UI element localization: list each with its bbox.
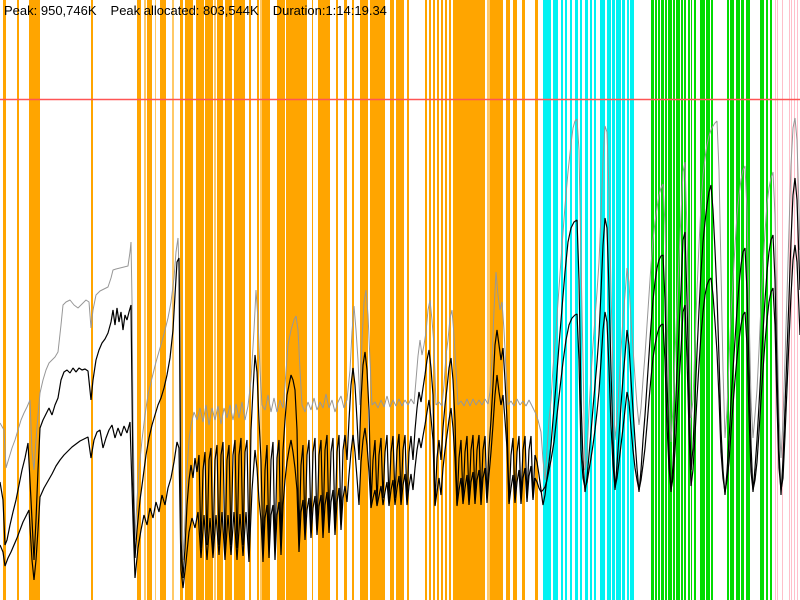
allocation-event-bar-orange — [160, 0, 166, 600]
allocation-event-bar-orange — [137, 0, 141, 600]
allocation-event-bar-orange — [396, 0, 404, 600]
allocation-event-bar-cyan — [632, 0, 634, 600]
allocation-event-bar-green — [706, 0, 710, 600]
allocation-event-bar-cyan — [600, 0, 605, 600]
allocation-event-bar-orange-light — [172, 0, 174, 600]
allocation-event-bar-green — [694, 0, 696, 600]
allocation-event-bar-orange-light — [260, 0, 262, 600]
peak-allocated-stat: Peak allocated: 803,544K — [110, 3, 259, 18]
black-upper-line — [0, 177, 800, 579]
allocation-event-bar-orange — [262, 0, 270, 600]
allocation-event-bar-orange — [390, 0, 394, 600]
allocation-event-bar-orange — [196, 0, 204, 600]
allocation-event-bar-green — [770, 0, 772, 600]
allocation-event-bar-cyan — [630, 0, 632, 600]
allocation-event-bar-orange — [344, 0, 347, 600]
allocation-event-bar-orange — [29, 0, 40, 600]
allocation-event-bar-green — [673, 0, 675, 600]
allocation-event-bar-orange — [277, 0, 285, 600]
allocation-event-bar-cyan — [570, 0, 572, 600]
allocation-event-bar-cyan — [590, 0, 592, 600]
allocation-event-bar-orange — [445, 0, 447, 600]
allocation-event-bar-cyan — [580, 0, 582, 600]
allocation-event-bar-orange — [407, 0, 409, 600]
allocation-event-bar-orange — [91, 0, 93, 600]
allocation-event-bar-orange — [370, 0, 385, 600]
allocation-event-bar-orange — [425, 0, 427, 600]
allocation-event-bar-green — [668, 0, 672, 600]
allocation-event-bar-green — [741, 0, 744, 600]
allocation-event-bar-orange — [490, 0, 503, 600]
marker-line-pink — [791, 0, 792, 600]
stats-header: Peak: 950,746K Peak allocated: 803,544K Du… — [4, 3, 401, 18]
allocation-event-bar-orange — [234, 0, 245, 600]
allocation-event-bar-orange — [225, 0, 232, 600]
marker-line-pink — [782, 0, 783, 600]
allocation-event-bar-green — [676, 0, 680, 600]
allocation-event-bar-cyan — [627, 0, 629, 600]
allocation-event-bar-orange — [441, 0, 443, 600]
allocation-event-bar-orange — [180, 0, 183, 600]
allocation-event-bar-green — [700, 0, 705, 600]
allocation-event-bar-cyan — [543, 0, 551, 600]
allocation-event-bar-cyan — [612, 0, 615, 600]
allocation-event-bar-orange — [147, 0, 152, 600]
allocation-event-bar-orange — [455, 0, 485, 600]
allocation-event-bar-orange — [506, 0, 510, 600]
allocation-event-bar-orange — [433, 0, 435, 600]
allocation-event-bar-orange — [437, 0, 439, 600]
allocation-event-bar-cyan — [585, 0, 588, 600]
allocation-event-bar-cyan — [565, 0, 567, 600]
allocation-event-bar-green — [760, 0, 764, 600]
gray-peak-line — [0, 117, 800, 561]
allocation-event-bar-green — [658, 0, 660, 600]
allocation-event-bar-orange-light — [214, 0, 216, 600]
marker-line-pink — [777, 0, 778, 600]
marker-line-pink — [794, 0, 795, 600]
allocation-event-bar-orange — [449, 0, 451, 600]
allocation-event-bar-green — [691, 0, 692, 600]
allocation-event-bar-orange — [205, 0, 213, 600]
allocation-event-bar-green — [684, 0, 686, 600]
allocation-event-bar-orange — [3, 0, 6, 600]
allocation-event-bar-orange — [453, 0, 455, 600]
allocation-event-bar-orange — [17, 0, 19, 600]
allocation-event-bar-cyan — [553, 0, 558, 600]
allocation-event-bar-green — [661, 0, 664, 600]
allocation-event-bar-orange — [185, 0, 193, 600]
allocation-event-bar-orange-light — [487, 0, 490, 600]
allocation-event-bar-cyan — [616, 0, 621, 600]
allocation-event-bar-green — [655, 0, 657, 600]
allocation-event-bar-green — [665, 0, 667, 600]
allocation-event-bar-orange — [336, 0, 338, 600]
peak-stat: Peak: 950,746K — [4, 3, 97, 18]
allocation-event-bar-cyan — [594, 0, 596, 600]
allocation-event-bar-orange — [535, 0, 538, 600]
allocation-event-bar-green — [681, 0, 683, 600]
allocation-event-bar-orange — [257, 0, 259, 600]
allocation-event-bar-orange — [286, 0, 307, 600]
allocation-event-bar-orange — [312, 0, 313, 600]
allocation-event-bar-green — [746, 0, 750, 600]
allocation-event-bar-green — [711, 0, 713, 600]
allocation-event-bar-cyan — [622, 0, 625, 600]
allocation-event-bar-orange — [352, 0, 354, 600]
allocation-event-bar-green — [727, 0, 729, 600]
allocation-event-bar-orange — [249, 0, 251, 600]
allocation-event-bar-orange — [217, 0, 223, 600]
allocation-event-bar-cyan — [561, 0, 563, 600]
allocation-event-bar-green — [688, 0, 690, 600]
allocation-event-bar-green — [766, 0, 768, 600]
allocation-event-bar-orange — [513, 0, 517, 600]
allocation-event-bar-orange — [522, 0, 525, 600]
duration-stat: Duration:1:14:19.34 — [272, 3, 387, 18]
allocation-event-bar-orange-light — [155, 0, 156, 600]
black-lower-line — [0, 244, 800, 589]
allocation-event-bar-orange-light — [144, 0, 146, 600]
allocation-event-bar-cyan — [575, 0, 578, 600]
marker-line-pink — [797, 0, 798, 600]
